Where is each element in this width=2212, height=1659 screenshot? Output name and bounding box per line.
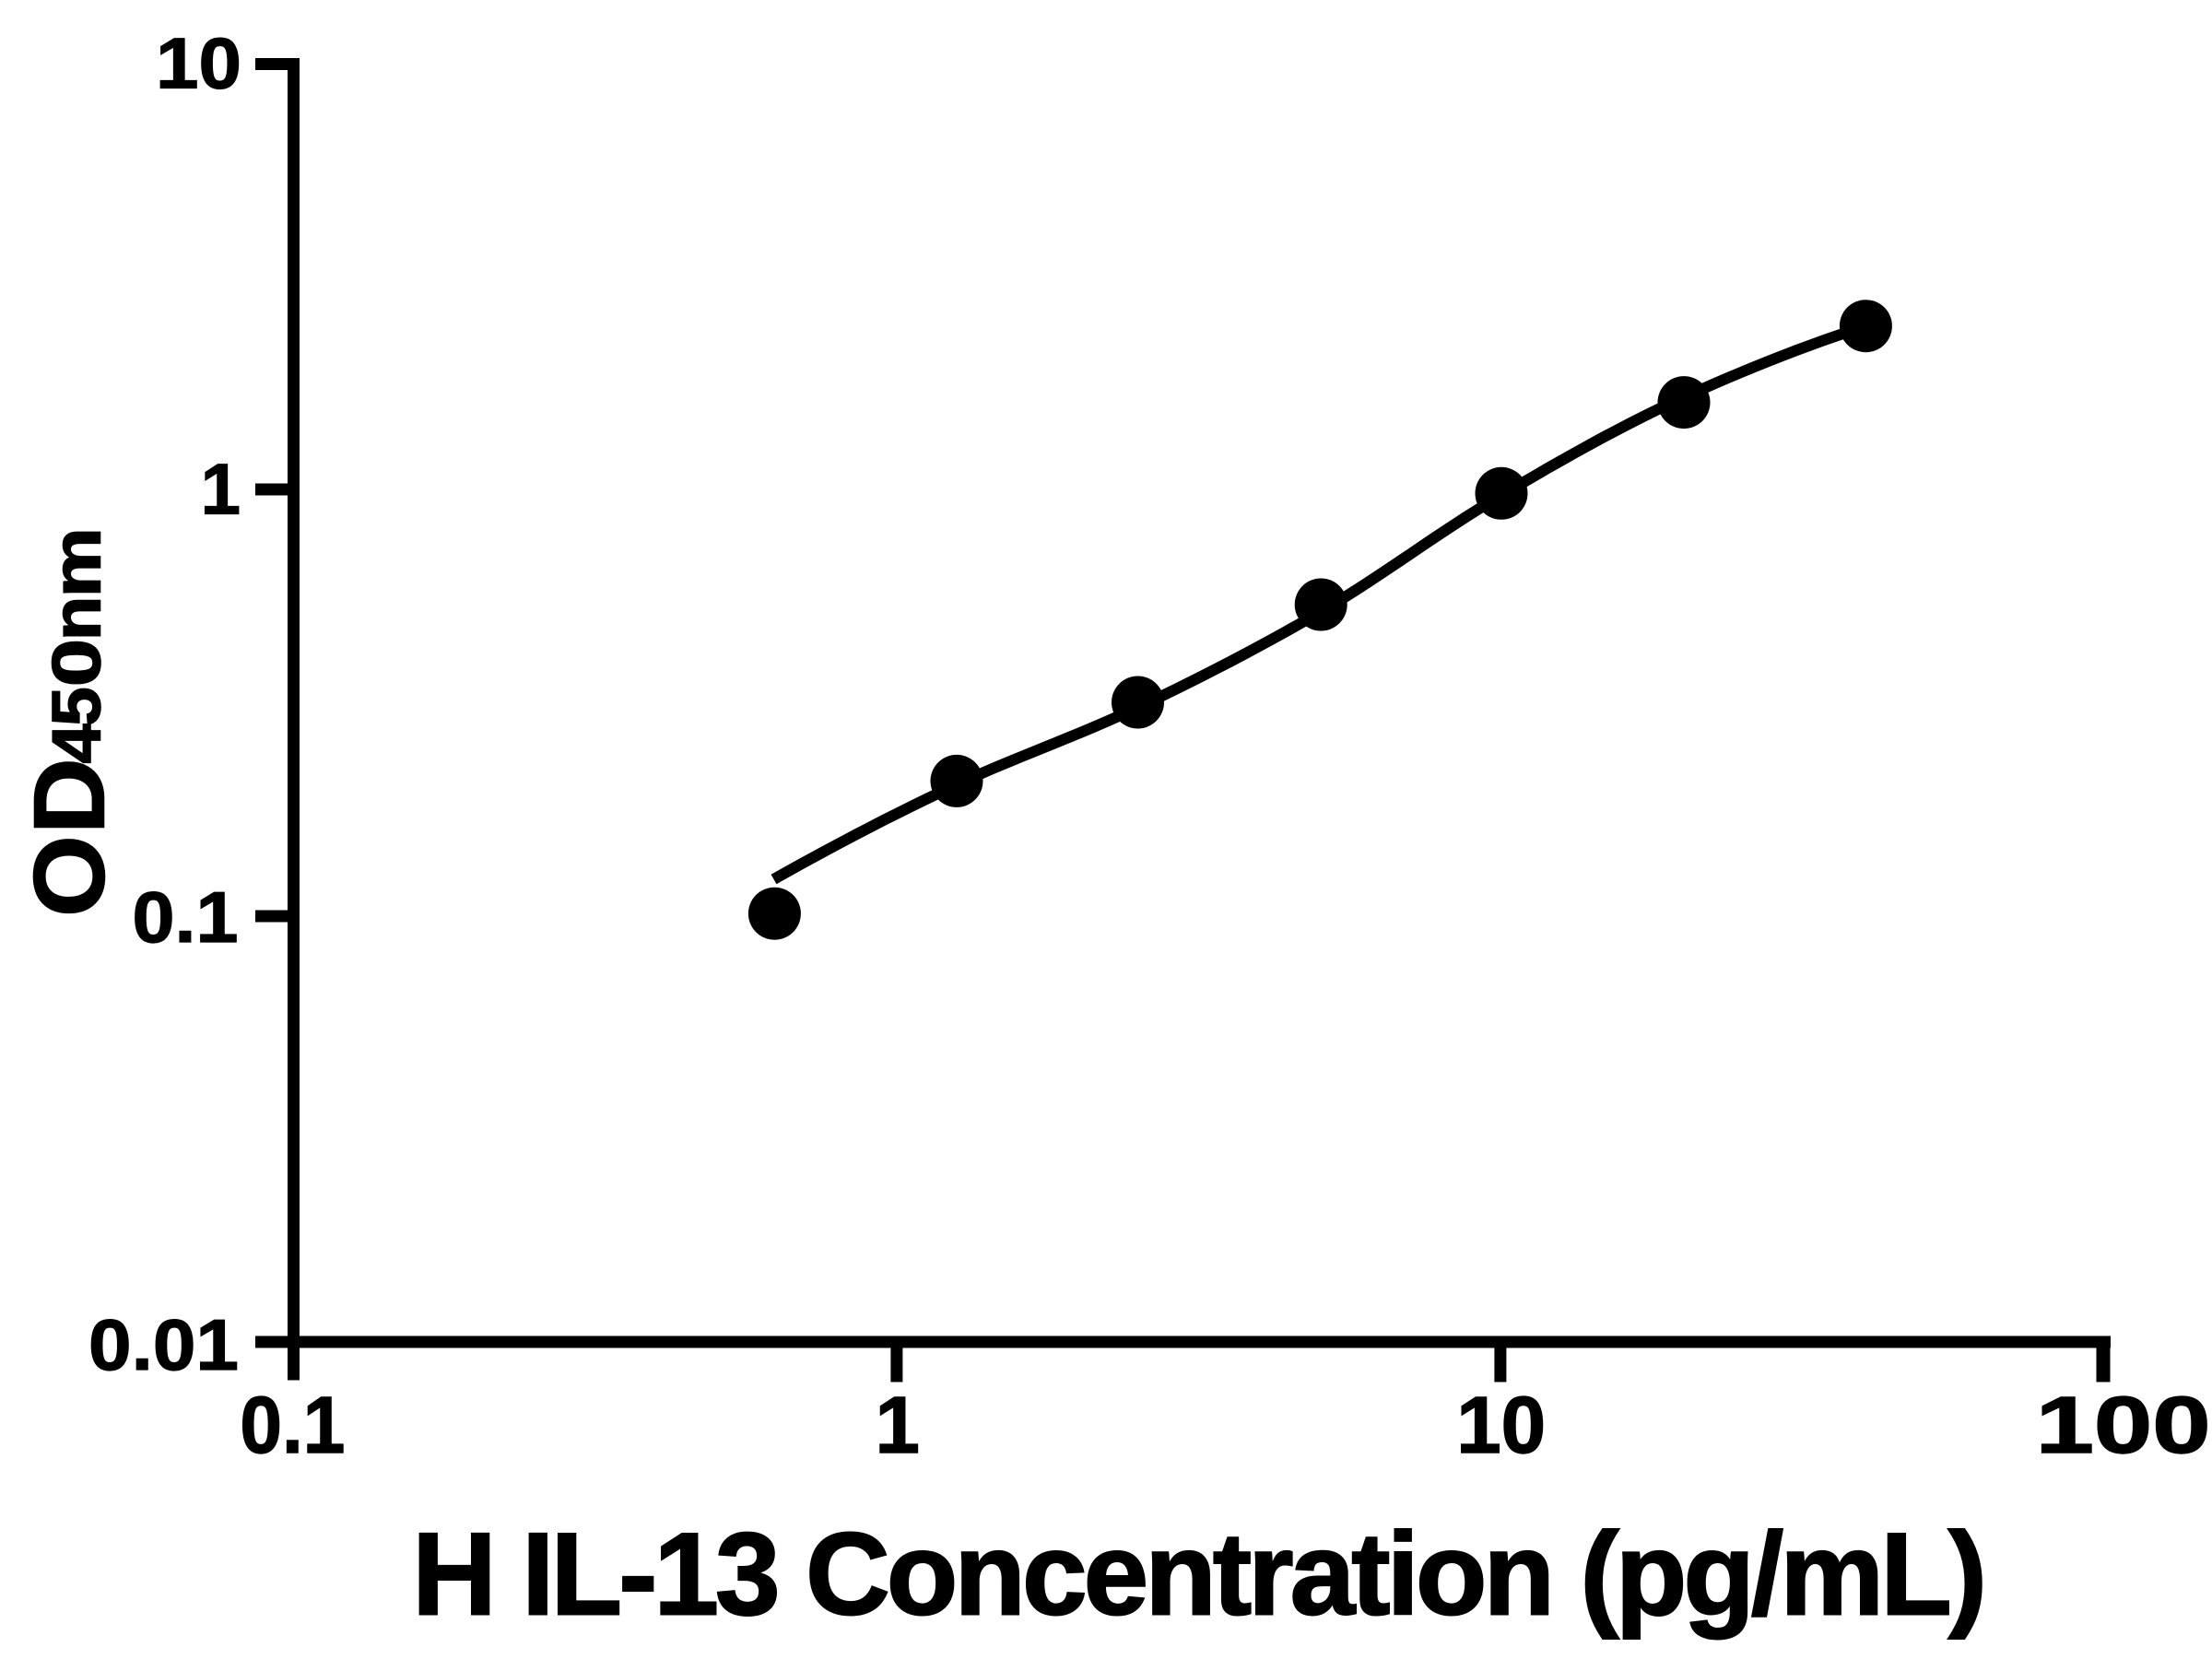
svg-text:n: n (38, 596, 114, 641)
svg-text:100: 100 (2036, 1381, 2211, 1470)
svg-text:10: 10 (156, 23, 241, 104)
svg-text:1: 1 (201, 449, 241, 530)
svg-text:m: m (38, 527, 114, 597)
svg-text:4: 4 (38, 724, 114, 763)
svg-text:0.01: 0.01 (88, 1304, 239, 1385)
svg-text:0: 0 (38, 639, 114, 687)
svg-text:0.1: 0.1 (240, 1381, 345, 1470)
svg-text:5: 5 (38, 687, 114, 726)
svg-text:H IL-13 Concentration (pg/mL): H IL-13 Concentration (pg/mL) (412, 1509, 1987, 1640)
svg-text:0.1: 0.1 (133, 877, 239, 958)
svg-text:1: 1 (876, 1381, 920, 1470)
svg-text:O: O (14, 835, 126, 917)
svg-text:10: 10 (1456, 1381, 1546, 1470)
svg-text:D: D (14, 758, 126, 834)
